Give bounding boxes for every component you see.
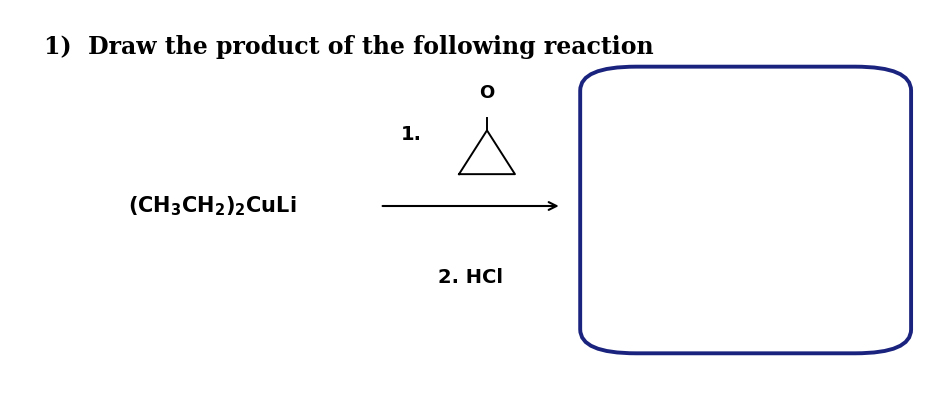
Text: 1.: 1. xyxy=(401,125,422,144)
Text: O: O xyxy=(480,84,495,101)
Text: 2. HCl: 2. HCl xyxy=(438,268,503,287)
FancyBboxPatch shape xyxy=(580,67,911,353)
Text: $\mathbf{(CH_3CH_2)_2CuLi}$: $\mathbf{(CH_3CH_2)_2CuLi}$ xyxy=(128,194,296,218)
Text: 1)  Draw the product of the following reaction: 1) Draw the product of the following rea… xyxy=(44,35,654,59)
